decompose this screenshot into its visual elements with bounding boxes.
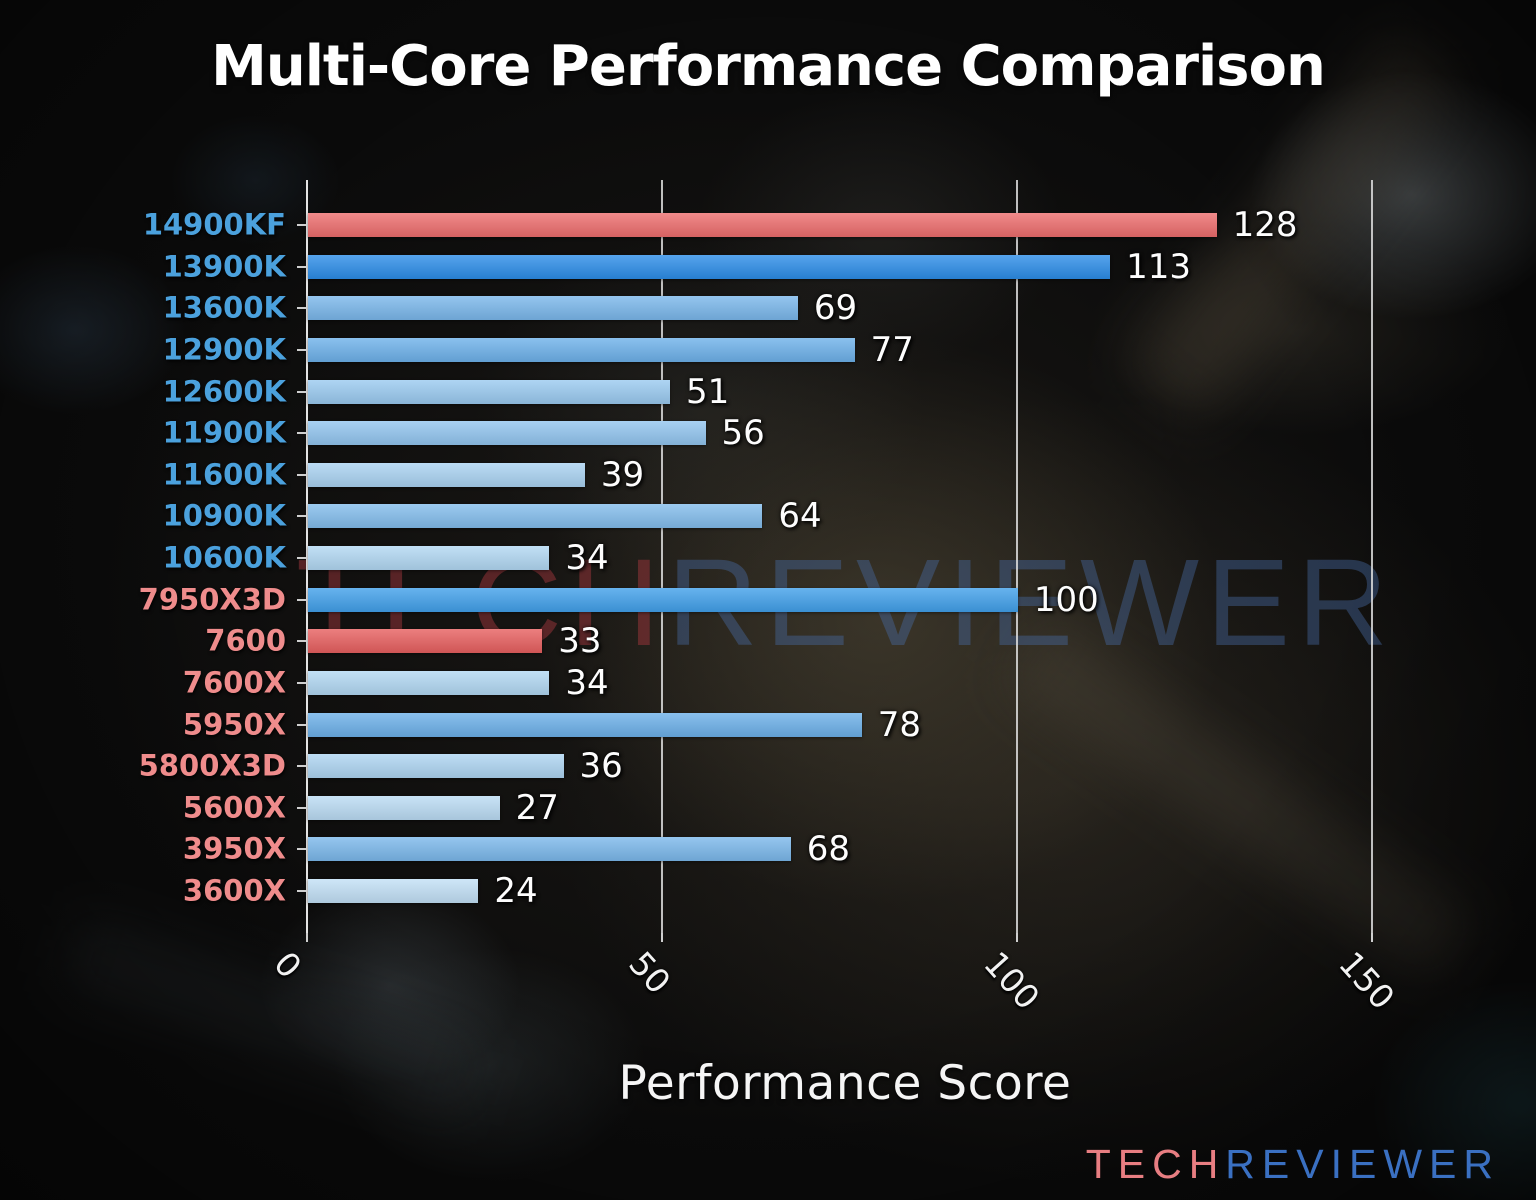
gridline — [1015, 180, 1018, 933]
gridline — [660, 180, 663, 933]
bar-value-label: 64 — [778, 496, 822, 537]
bar — [308, 462, 585, 487]
bar-value-label: 34 — [565, 662, 609, 703]
category-label: 3600X — [182, 873, 286, 908]
brand-logo-reviewer: REVIEWER — [1225, 1141, 1500, 1187]
y-axis-tick — [297, 224, 306, 226]
x-axis-title: Performance Score — [618, 1056, 1072, 1111]
bar-value-label: 51 — [686, 371, 730, 412]
chart-title: Multi-Core Performance Comparison — [211, 34, 1326, 99]
gridline — [1370, 180, 1373, 933]
bar — [308, 670, 550, 695]
brand-logo-tech: TECH — [1085, 1141, 1226, 1187]
bar — [308, 337, 855, 362]
category-label: 11900K — [162, 415, 286, 450]
category-label: 5800X3D — [138, 748, 286, 783]
brand-logo: TECHREVIEWER — [1086, 1144, 1500, 1185]
x-axis-tick — [1015, 933, 1018, 942]
bar-value-label: 27 — [515, 787, 559, 828]
y-axis-tick — [297, 723, 306, 726]
bar-value-label: 33 — [558, 621, 602, 662]
category-label: 7600X — [182, 665, 286, 700]
category-label: 3950X — [182, 831, 286, 866]
y-axis-tick — [297, 557, 306, 560]
y-axis-tick — [297, 473, 306, 476]
y-axis-tick — [297, 681, 306, 684]
y-axis-spine — [306, 180, 308, 933]
bar-value-label: 24 — [494, 871, 538, 912]
bar — [308, 421, 706, 446]
bar — [308, 754, 564, 779]
x-axis-tick — [306, 933, 308, 942]
bar-value-label: 68 — [806, 829, 850, 870]
category-label: 12600K — [162, 374, 286, 409]
category-label: 13900K — [162, 249, 286, 284]
bar — [308, 712, 862, 737]
y-axis-tick — [297, 598, 306, 601]
bar — [308, 379, 671, 404]
category-label: 7950X3D — [138, 582, 286, 617]
y-axis-tick — [297, 515, 306, 518]
bar — [308, 296, 798, 321]
bar — [308, 504, 763, 529]
y-axis-tick — [297, 890, 306, 893]
bar-value-label: 128 — [1232, 205, 1298, 245]
y-axis-tick — [297, 348, 306, 351]
bar — [308, 837, 791, 862]
category-label: 10900K — [162, 498, 286, 533]
x-axis-tick — [660, 933, 663, 942]
category-label: 11600K — [162, 457, 286, 492]
y-axis-tick — [297, 307, 306, 310]
bar-value-label: 56 — [721, 413, 765, 454]
category-label: 5950X — [182, 707, 286, 742]
bar — [308, 879, 479, 904]
bar — [308, 254, 1111, 279]
bar — [308, 213, 1217, 237]
bar-value-label: 77 — [870, 329, 914, 370]
bar-value-label: 34 — [565, 538, 609, 579]
y-axis-tick — [297, 640, 306, 643]
y-axis-tick — [297, 848, 306, 851]
y-axis-tick — [297, 390, 306, 393]
bar — [308, 587, 1018, 612]
bar-value-label: 69 — [813, 288, 858, 329]
category-label: 13600K — [162, 290, 286, 325]
x-axis-tick — [1370, 933, 1373, 942]
y-axis-tick — [297, 265, 306, 268]
category-label: 14900KF — [142, 207, 286, 242]
bar-value-label: 113 — [1126, 246, 1192, 287]
y-axis-tick — [297, 432, 306, 435]
bar-value-label: 100 — [1033, 579, 1099, 620]
category-label: 5600X — [182, 790, 286, 825]
bar — [308, 546, 550, 571]
category-label: 10600K — [162, 540, 286, 575]
bar — [308, 795, 500, 820]
category-label: 7600 — [205, 623, 286, 658]
bar-value-label: 78 — [877, 704, 921, 745]
y-axis-tick — [297, 806, 306, 809]
bar — [308, 629, 543, 654]
category-label: 12900K — [162, 332, 286, 367]
bar-value-label: 36 — [579, 746, 623, 787]
y-axis-tick — [297, 765, 306, 768]
plot-area: 128 113 69 77 51 56 39 64 34 100 33 34 78 36 27 68 24 — [306, 180, 1462, 933]
bar-value-label: 39 — [600, 454, 645, 495]
